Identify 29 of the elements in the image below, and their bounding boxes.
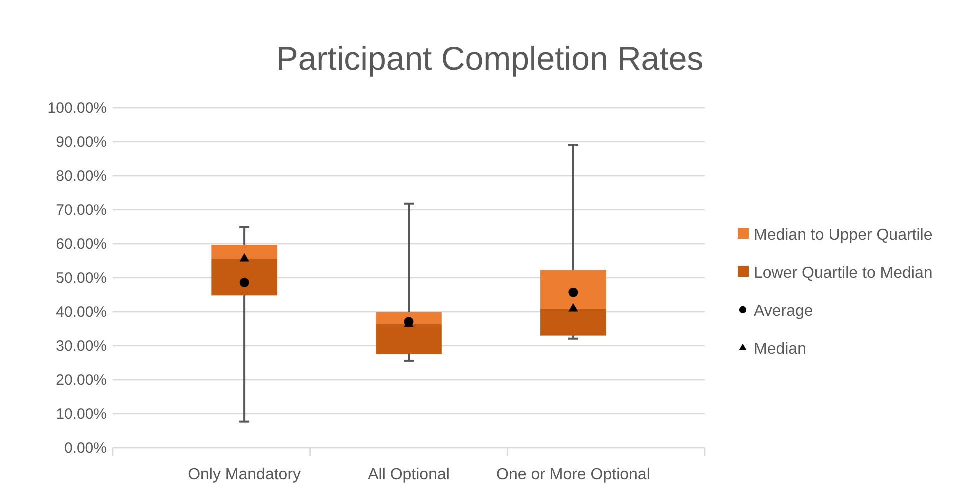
point [240,278,250,288]
bar [540,308,606,336]
bar [540,270,606,309]
y-tick-label: 80.00% [56,168,107,185]
point [240,253,250,262]
y-tick-label: 100.00% [48,100,107,117]
y-tick-label: 20.00% [56,372,107,389]
legend-label: Lower Quartile to Median [754,265,933,282]
legend-label: Average [754,303,814,320]
chart-title: Participant Completion Rates [276,40,704,77]
y-tick-label: 30.00% [56,338,107,355]
x-tick-label: One or More Optional [496,466,650,484]
bar [212,245,278,259]
y-tick-label: 0.00% [64,440,107,457]
y-tick-label: 90.00% [56,134,107,151]
y-tick-label: 40.00% [56,304,107,321]
bar [212,258,278,296]
legend-label: Median [754,341,806,358]
y-tick-label: 50.00% [56,270,107,287]
point [568,288,578,298]
legend-label: Median to Upper Quartile [754,227,933,244]
y-tick-label: 10.00% [56,406,107,423]
y-tick-label: 60.00% [56,236,107,253]
bar [376,312,442,324]
x-tick-label: Only Mandatory [188,466,302,484]
x-tick-label: All Optional [368,466,450,484]
bar [376,324,442,354]
point [568,303,578,312]
y-tick-label: 70.00% [56,202,107,219]
